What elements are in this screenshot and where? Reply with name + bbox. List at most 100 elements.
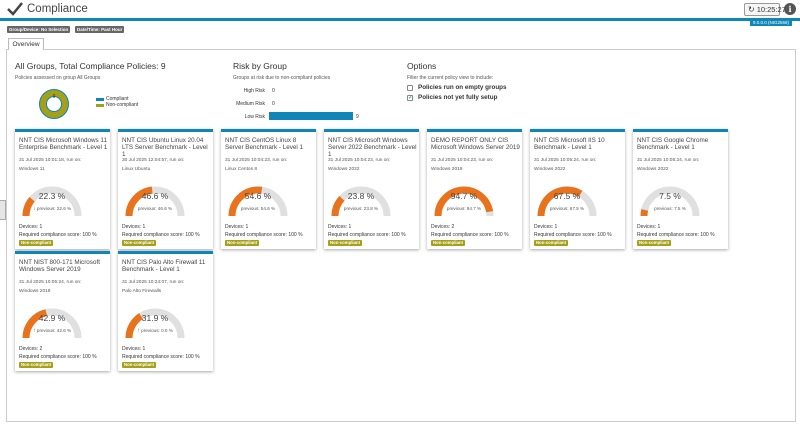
compliance-gauge (331, 186, 391, 217)
card-title[interactable]: NNT CIS Palo Alto Firewall 11 Benchmark … (122, 259, 206, 274)
card-title[interactable]: NNT NIST 800-171 Microsoft Windows Serve… (19, 259, 100, 274)
not-setup-checkbox[interactable] (407, 94, 413, 101)
card-run-time: 31 Jul 2025 10:04:23, run on: (431, 158, 494, 163)
card-title[interactable]: NNT CIS CentOS Linux 8 Server Benchmark … (225, 137, 304, 152)
card-os: Linux Centos 8 (225, 167, 257, 172)
gauge-fill (125, 186, 153, 217)
policy-card[interactable]: NNT CIS Microsoft Windows 11 Enterprise … (15, 129, 110, 249)
gauge-value: 7.5 % (659, 191, 681, 201)
status-badge: Non-compliant (637, 240, 672, 246)
card-required-score: Required compliance score: 100 % (19, 354, 97, 360)
card-os: Windows 11 (19, 167, 45, 172)
version-badge: 9.0.0.0 (NIG2568) (749, 20, 792, 26)
card-title[interactable]: NNT CIS Microsoft Windows 11 Enterprise … (19, 137, 108, 152)
tab-overview[interactable]: Overview (8, 38, 44, 50)
card-required-score: Required compliance score: 100 % (328, 232, 406, 238)
gauge-fill (125, 313, 144, 339)
previous-value: ↓previous: 22.6 % (18, 206, 86, 212)
compliance-gauge (22, 308, 82, 339)
gauge-value: 67.5 % (553, 191, 581, 201)
gauge-value: 31.9 % (141, 313, 169, 323)
gauge-track (640, 186, 700, 217)
card-title[interactable]: NNT CIS Google Chrome Benchmark - Level … (637, 137, 709, 152)
card-title[interactable]: NNT CIS Ubuntu Linux 20.04 LTS Server Be… (122, 137, 208, 159)
header-accent-bar (0, 18, 800, 21)
policy-card[interactable]: NNT CIS Microsoft IIS 10 Benchmark - Lev… (530, 129, 625, 249)
previous-value-text: previous: 46.6 % (137, 206, 173, 211)
card-run-time: 31 Jul 2025 10:05:24, run on: (534, 158, 597, 163)
card-required-score: Required compliance score: 100 % (637, 232, 715, 238)
card-devices: Devices: 2 (431, 224, 455, 230)
card-run-time: 31 Jul 2025 10:05:24, run on: (637, 158, 700, 163)
policy-card[interactable]: DEMO REPORT ONLY CIS Microsoft Windows S… (427, 129, 522, 249)
summary-title: All Groups, Total Compliance Policies: 9 (15, 61, 166, 71)
refresh-clock-button[interactable]: ↻ 10:25:27 (744, 3, 786, 16)
previous-value-text: previous: 23.8 % (343, 206, 379, 211)
card-title[interactable]: DEMO REPORT ONLY CIS Microsoft Windows S… (431, 137, 520, 152)
card-required-score: Required compliance score: 100 % (19, 232, 97, 238)
donut-count-label: 9 (53, 94, 56, 100)
previous-value: previous: 94.7 % (430, 206, 498, 211)
datetime-filter-chip[interactable]: Date/Time: Past Hour (75, 26, 125, 33)
card-required-score: Required compliance score: 100 % (122, 354, 200, 360)
group-filter-chip[interactable]: Group/Device: No Selection (7, 26, 71, 33)
card-devices: Devices: 1 (122, 346, 146, 352)
policy-card[interactable]: NNT CIS CentOS Linux 8 Server Benchmark … (221, 129, 316, 249)
card-required-score: Required compliance score: 100 % (122, 232, 200, 238)
status-badge: Non-compliant (122, 240, 157, 246)
card-run-time: 31 Jul 2025 10:24:07, run on: (122, 280, 185, 285)
policy-card[interactable]: NNT CIS Ubuntu Linux 20.04 LTS Server Be… (118, 129, 213, 249)
gauge-fill (331, 195, 345, 217)
previous-value-text: previous: 67.5 % (549, 206, 585, 211)
compliance-gauge (434, 186, 494, 217)
risk-bar-low[interactable] (269, 112, 353, 120)
previous-value: ↑previous: 42.6 % (18, 328, 86, 334)
options-title: Options (407, 61, 437, 71)
policy-card[interactable]: NNT CIS Palo Alto Firewall 11 Benchmark … (118, 251, 213, 371)
policy-card[interactable]: NNT CIS Microsoft Windows Server 2022 Be… (324, 129, 419, 249)
risk-subtitle: Groups at risk due to non-compliant poli… (233, 75, 331, 81)
card-title[interactable]: NNT CIS Microsoft IIS 10 Benchmark - Lev… (534, 137, 605, 152)
risk-label-medium: Medium Risk (236, 101, 265, 107)
summary-subtitle: Policies assessed on group All Groups (15, 75, 101, 81)
gauge-value: 42.9 % (38, 313, 66, 323)
status-badge: Non-compliant (19, 362, 54, 368)
compliance-gauge (125, 308, 185, 339)
risk-title: Risk by Group (233, 61, 287, 71)
card-os: Windows 2019 (431, 167, 463, 172)
compliance-gauge (125, 186, 185, 217)
page-title: Compliance (27, 3, 88, 15)
legend-noncompliant-swatch (96, 104, 104, 107)
previous-value: ↑previous: 0.0 % (121, 328, 189, 334)
side-panel-toggle[interactable] (0, 200, 6, 220)
info-icon[interactable]: i (784, 3, 796, 15)
compliance-gauge (640, 186, 700, 217)
compliance-donut-chart: 9 (39, 89, 69, 119)
card-run-time: 31 Jul 2025 10:04:23, run on: (225, 158, 288, 163)
legend-noncompliant-label: Non-compliant (106, 102, 139, 108)
risk-label-low: Low Risk (244, 114, 265, 120)
empty-groups-checkbox[interactable] (407, 85, 413, 91)
gauge-fill (537, 186, 583, 217)
previous-value-text: previous: 94.7 % (446, 206, 482, 211)
card-required-score: Required compliance score: 100 % (431, 232, 509, 238)
card-devices: Devices: 1 (122, 224, 146, 230)
card-devices: Devices: 1 (328, 224, 352, 230)
card-title[interactable]: NNT CIS Microsoft Windows Server 2022 Be… (328, 137, 417, 159)
card-os: Windows 2022 (637, 167, 669, 172)
gauge-fill (22, 309, 48, 339)
options-subtitle: Filter the current policy view to includ… (407, 75, 494, 81)
policy-card[interactable]: NNT NIST 800-171 Microsoft Windows Serve… (15, 251, 110, 371)
previous-value-text: previous: 42.6 % (36, 328, 72, 333)
not-setup-label[interactable]: Policies not yet fully setup (418, 94, 498, 101)
status-badge: Non-compliant (225, 240, 260, 246)
risk-label-high: High Risk (243, 88, 265, 94)
status-badge: Non-compliant (122, 362, 157, 368)
policy-card[interactable]: NNT CIS Google Chrome Benchmark - Level … (633, 129, 728, 249)
card-devices: Devices: 1 (225, 224, 249, 230)
previous-value: previous: 54.6 % (224, 206, 292, 211)
card-devices: Devices: 1 (534, 224, 558, 230)
status-badge: Non-compliant (328, 240, 363, 246)
previous-value: previous: 23.8 % (327, 206, 395, 211)
empty-groups-label[interactable]: Policies run on empty groups (418, 84, 507, 91)
